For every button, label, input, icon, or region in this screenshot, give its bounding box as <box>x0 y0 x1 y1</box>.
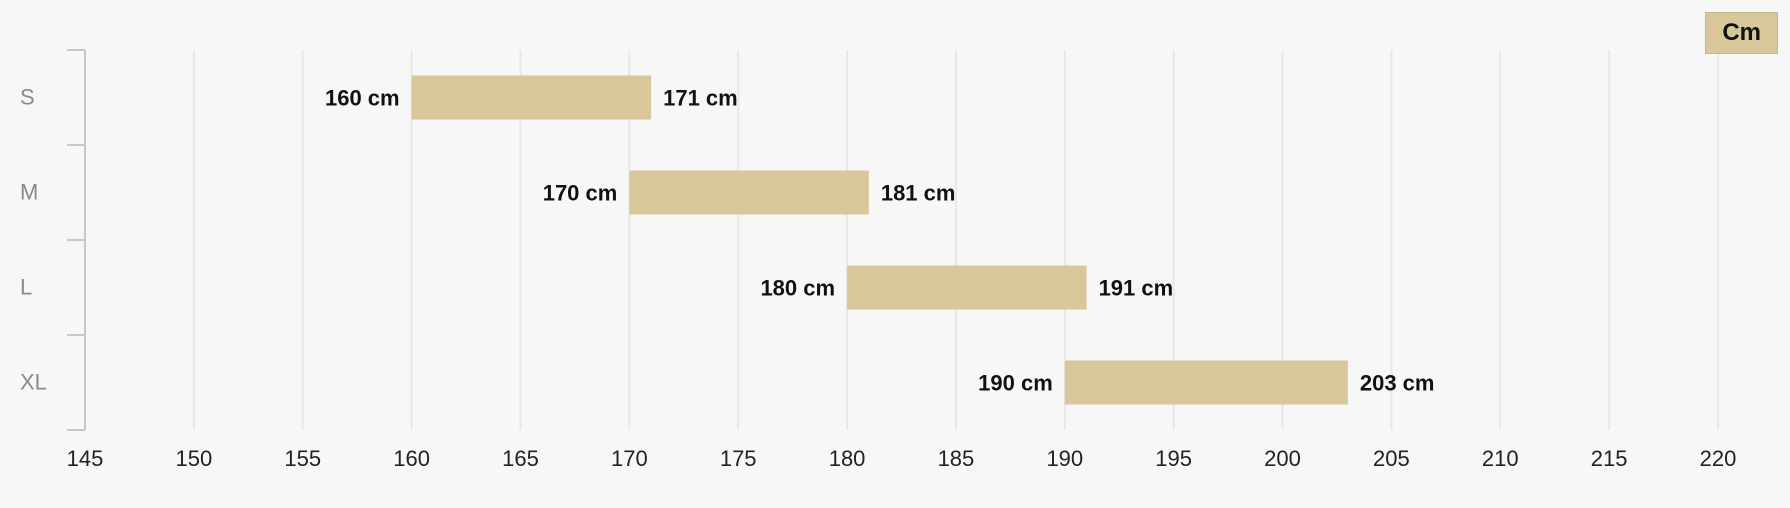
x-tick-155: 155 <box>284 446 321 471</box>
bar-high-label-l: 191 cm <box>1099 276 1174 301</box>
bar-high-label-s: 171 cm <box>663 86 738 111</box>
bar-low-label-s: 160 cm <box>325 86 400 111</box>
size-range-chart: Cm S 160 cm 171 cm M 170 cm 181 cm L 180 cm 191 … <box>0 0 1790 508</box>
x-tick-175: 175 <box>720 446 757 471</box>
x-tick-145: 145 <box>67 446 104 471</box>
x-tick-170: 170 <box>611 446 648 471</box>
bar-s <box>412 76 652 120</box>
legend-unit: Cm <box>1705 12 1778 54</box>
x-tick-190: 190 <box>1046 446 1083 471</box>
x-tick-180: 180 <box>829 446 866 471</box>
x-tick-185: 185 <box>938 446 975 471</box>
bar-low-label-l: 180 cm <box>760 276 835 301</box>
bar-high-label-m: 181 cm <box>881 181 956 206</box>
bar-m <box>629 171 869 215</box>
bar-high-label-xl: 203 cm <box>1360 371 1435 396</box>
y-label-s: S <box>20 85 35 110</box>
x-tick-220: 220 <box>1700 446 1737 471</box>
x-tick-205: 205 <box>1373 446 1410 471</box>
x-tick-210: 210 <box>1482 446 1519 471</box>
y-label-l: L <box>20 275 32 300</box>
x-tick-150: 150 <box>176 446 213 471</box>
bar-low-label-xl: 190 cm <box>978 371 1053 396</box>
bar-xl <box>1065 361 1348 405</box>
x-tick-165: 165 <box>502 446 539 471</box>
x-tick-160: 160 <box>393 446 430 471</box>
bar-low-label-m: 170 cm <box>543 181 618 206</box>
x-tick-215: 215 <box>1591 446 1628 471</box>
chart-svg: S 160 cm 171 cm M 170 cm 181 cm L 180 cm 191 cm X… <box>0 0 1790 508</box>
bar-l <box>847 266 1087 310</box>
x-tick-200: 200 <box>1264 446 1301 471</box>
y-label-xl: XL <box>20 370 47 395</box>
y-label-m: M <box>20 180 38 205</box>
x-tick-195: 195 <box>1155 446 1192 471</box>
